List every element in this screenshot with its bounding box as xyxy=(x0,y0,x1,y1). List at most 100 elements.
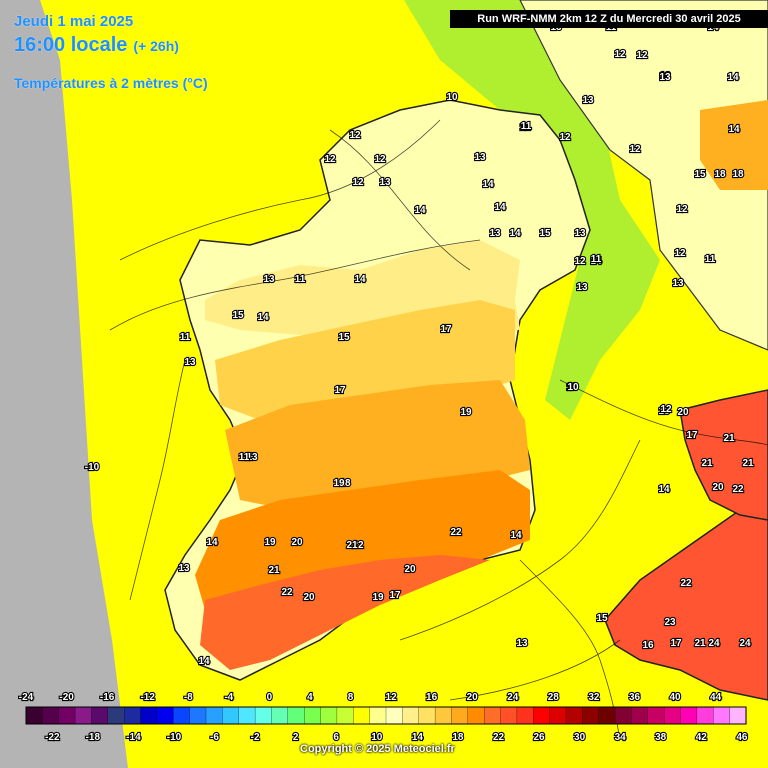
copyright-notice: Copyright © 2025 Meteociel.fr xyxy=(300,743,455,755)
temperature-label: 13 xyxy=(582,95,594,106)
legend-bottom-tick: -14 xyxy=(126,732,141,743)
temperature-label: 14 xyxy=(198,656,210,667)
temperature-label: 17 xyxy=(686,430,698,441)
legend-color-cell xyxy=(467,706,485,725)
temperature-label: 24 xyxy=(739,638,751,649)
temperature-label: 19 xyxy=(333,478,345,489)
legend-color-cell xyxy=(434,706,452,725)
temperature-label: 19 xyxy=(372,592,384,603)
temperature-label: 12 xyxy=(559,132,571,143)
temperature-label: 13 xyxy=(474,152,486,163)
legend-top-tick: 24 xyxy=(507,692,519,703)
legend-color-cell xyxy=(500,706,518,725)
legend-color-cell xyxy=(369,706,387,725)
temperature-label: 14 xyxy=(658,484,670,495)
legend-top-tick: 4 xyxy=(307,692,313,703)
legend-color-cell xyxy=(320,706,338,725)
legend-top-tick: 20 xyxy=(467,692,479,703)
temperature-label: 20 xyxy=(677,407,689,418)
legend-color-cell xyxy=(565,706,583,725)
legend-bottom-tick: 26 xyxy=(533,732,545,743)
temperature-label: 12 xyxy=(324,154,336,165)
local-time: 16:00 locale xyxy=(14,34,128,56)
temperature-label: 22 xyxy=(732,484,744,495)
temperature-label: 18 xyxy=(339,478,351,489)
legend-bottom-tick: -6 xyxy=(210,732,219,743)
temperature-label: 14 xyxy=(206,537,218,548)
legend-color-cell xyxy=(124,706,142,725)
legend-color-cell xyxy=(402,706,420,725)
temperature-label: 18 xyxy=(732,169,744,180)
legend-top-tick: 8 xyxy=(348,692,354,703)
legend-bottom-tick: 18 xyxy=(452,732,464,743)
legend-color-cell xyxy=(304,706,322,725)
legend-color-cell xyxy=(205,706,223,725)
legend-bottom-tick: 30 xyxy=(574,732,586,743)
isotherm-line xyxy=(119,119,441,261)
legend-color-cell xyxy=(664,706,682,725)
legend-color-cell xyxy=(451,706,469,725)
temperature-label: 10 xyxy=(446,92,458,103)
temperature-label: 13 xyxy=(178,563,190,574)
legend-color-cell xyxy=(336,706,354,725)
legend-color-cell xyxy=(353,706,371,725)
model-run-banner: Run WRF-NMM 2km 12 Z du Mercredi 30 avri… xyxy=(450,10,768,28)
temperature-label: 13 xyxy=(379,177,391,188)
coast-east-warm xyxy=(679,389,768,521)
legend-bottom-tick: -10 xyxy=(167,732,182,743)
temperature-label: 14 xyxy=(590,256,602,267)
legend-color-cell xyxy=(598,706,616,725)
temperature-label: 17 xyxy=(670,638,682,649)
temperature-label: 12 xyxy=(660,404,672,415)
legend-color-cell xyxy=(287,706,305,725)
legend-top-tick: 32 xyxy=(588,692,600,703)
legend-color-cell xyxy=(713,706,731,725)
temperature-label: 23 xyxy=(664,617,676,628)
temperature-label: 17 xyxy=(440,324,452,335)
legend-top-tick: -12 xyxy=(140,692,155,703)
temperature-label: 20 xyxy=(291,537,303,548)
temperature-label: 13 xyxy=(184,357,196,368)
temperature-label: 14 xyxy=(728,124,740,135)
legend-color-cell xyxy=(238,706,256,725)
legend-color-cell xyxy=(25,706,43,725)
legend-top-tick: 40 xyxy=(669,692,681,703)
legend-color-cell xyxy=(516,706,534,725)
temperature-label: 24 xyxy=(708,638,720,649)
temperature-label: -10 xyxy=(85,462,100,473)
temperature-label: 13 xyxy=(263,274,275,285)
temperature-label: 21 xyxy=(694,638,706,649)
temperature-label: 22 xyxy=(281,587,293,598)
legend-top-tick: 0 xyxy=(267,692,273,703)
legend-color-cell xyxy=(729,706,747,725)
temperature-label: 20 xyxy=(303,592,315,603)
temperature-label: 21 xyxy=(346,540,358,551)
temperature-label: 12 xyxy=(574,256,586,267)
forecast-date: Jeudi 1 mai 2025 xyxy=(14,13,134,30)
temperature-label: 12 xyxy=(676,204,688,215)
temperature-label: 14 xyxy=(482,179,494,190)
temperature-label: 13 xyxy=(672,278,684,289)
temperature-label: 13 xyxy=(658,406,670,417)
temperature-label: 12 xyxy=(374,154,386,165)
temperature-label: 17 xyxy=(389,590,401,601)
legend-top-tick: -16 xyxy=(100,692,115,703)
legend-color-cell xyxy=(680,706,698,725)
landmass-northeast-warm xyxy=(700,100,768,190)
legend-color-cell xyxy=(631,706,649,725)
lead-time: (+ 26h) xyxy=(133,38,179,54)
temperature-label: 12 xyxy=(636,50,648,61)
isotherm-line xyxy=(559,379,768,446)
color-legend: -24 -20 -16 -12 -8 -4 0 4 8 12 16 20 24 28 32 36 40 44-22… xyxy=(18,691,749,744)
temperature-label: 12 xyxy=(629,144,641,155)
temperature-label: 15 xyxy=(539,228,551,239)
temperature-label: 19 xyxy=(460,407,472,418)
legend-top-tick: 36 xyxy=(629,692,641,703)
legend-color-cell xyxy=(385,706,403,725)
temperature-label: 20 xyxy=(712,482,724,493)
temperature-label: 22 xyxy=(450,527,462,538)
temperature-label: 11 xyxy=(520,122,531,133)
temperature-label: 16 xyxy=(642,640,654,651)
